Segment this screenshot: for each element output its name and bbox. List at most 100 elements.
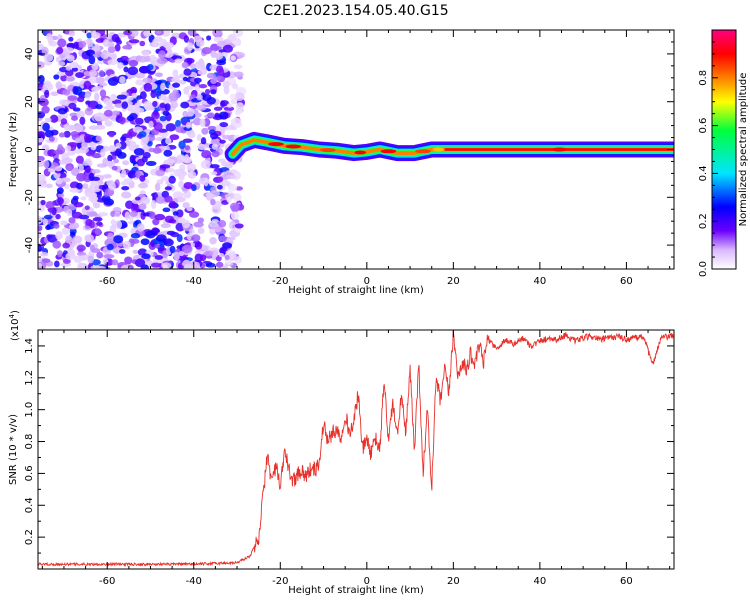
spectrogram-noise-cell	[128, 39, 140, 44]
spectrogram-noise-cell	[194, 61, 206, 70]
spectrogram-noise-cell	[212, 46, 222, 51]
spectrogram-noise-cell	[47, 207, 54, 213]
snr-y-multiplier-base: (x10	[10, 318, 21, 341]
spectrogram-noise-cell	[145, 230, 156, 239]
spectrogram-noise-cell	[215, 52, 224, 60]
spectrogram-noise-cell	[56, 46, 64, 55]
spectrogram-noise-cell	[205, 262, 216, 268]
spectrogram-noise-cell	[154, 213, 166, 221]
spectrogram-noise-cell	[65, 65, 72, 71]
spectrogram-noise-cell	[108, 132, 115, 138]
spectrogram-noise-cell	[140, 196, 150, 205]
spectrogram-noise-cell	[66, 54, 75, 62]
spectrogram-noise-cell	[196, 104, 207, 111]
snr-y-tick-label: 1.0	[24, 402, 35, 418]
spectrogram-noise-cell	[155, 72, 163, 77]
spectrogram-noise-cell	[218, 235, 228, 242]
spectrogram-noise-cell	[110, 219, 117, 226]
spectrogram-noise-cell	[84, 165, 91, 174]
spectrogram-noise-cell	[120, 264, 131, 269]
spectrogram-noise-cell	[206, 35, 212, 41]
spectrogram-noise-cell	[129, 210, 138, 217]
spectrogram-noise-cell	[102, 39, 110, 47]
spectrogram-noise-cell	[95, 135, 102, 142]
spectrogram-noise-cell	[55, 213, 61, 220]
spectrogram-noise-cell	[233, 71, 244, 78]
spectrogram-noise-cell	[95, 124, 106, 130]
spectrogram-panel: -60 -40 -20 0 20 40 60 -40 -20 0 20 40 Height of st…	[8, 29, 675, 296]
spectrogram-noise-cell	[120, 136, 127, 142]
spectrogram-noise-cell	[136, 223, 145, 232]
spectrogram-noise-cell	[119, 249, 126, 254]
spectrogram-noise-cell	[227, 183, 238, 192]
spectrogram-noise-cell	[183, 263, 194, 269]
spectrogram-noise-cell	[47, 168, 56, 173]
spectrogram-noise-cell	[42, 122, 50, 132]
spectrogram-noise-cell	[44, 117, 52, 123]
spectrogram-noise-cell	[57, 197, 64, 205]
spectrogram-noise-cell	[149, 54, 156, 61]
spectrogram-noise-cell	[124, 211, 131, 220]
spectrogram-noise-cell	[210, 198, 216, 206]
spectrogram-noise-cell	[154, 182, 161, 191]
spectrogram-x-tick-label: -60	[99, 276, 115, 287]
spectrogram-noise-cell	[130, 204, 141, 213]
spectrogram-noise-cell	[204, 88, 211, 95]
spectrogram-noise-cell	[60, 118, 68, 125]
spectrogram-noise-cell	[168, 200, 177, 208]
spectrogram-noise-cell	[119, 116, 126, 125]
spectrogram-noise-cell	[164, 103, 171, 112]
spectrogram-noise-cell	[185, 122, 191, 129]
spectrogram-y-tick-label: 20	[24, 95, 35, 108]
spectrogram-noise-cell	[88, 69, 98, 78]
spectrogram-y-tick-label: -20	[24, 189, 35, 205]
spectrogram-noise-cell	[62, 242, 71, 249]
spectrogram-noise-cell	[189, 211, 200, 218]
spectrogram-noise-cell	[38, 215, 43, 225]
spectrogram-noise-cell	[79, 80, 85, 89]
spectrogram-noise-cell	[69, 61, 79, 69]
spectrogram-noise-cell	[76, 172, 86, 182]
spectrogram-noise-cell	[45, 183, 53, 189]
spectrogram-noise-cell	[72, 235, 83, 244]
snr-axes: -60 -40 -20 0 20 40 60 0.2 0.4 0.6 0.8 1.0 1.2 1.4	[24, 329, 674, 587]
snr-y-tick-label: 1.4	[24, 338, 35, 354]
spectrogram-noise-cell	[230, 55, 236, 61]
spectrogram-x-tick-label: -40	[186, 276, 202, 287]
spectrogram-noise-cell	[132, 126, 143, 133]
spectrogram-noise-cell	[210, 89, 217, 95]
spectrogram-y-tick-label: -40	[24, 237, 35, 253]
spectrogram-noise-cell	[73, 86, 83, 96]
spectrogram-noise-cell	[162, 207, 171, 213]
spectrogram-noise-cell	[132, 249, 139, 254]
spectrogram-noise-cell	[135, 79, 144, 86]
spectrogram-noise-cell	[128, 59, 139, 67]
spectrogram-noise-cell	[89, 244, 96, 252]
spectrogram-noise-cell	[105, 174, 112, 179]
spectrogram-noise-cell	[218, 252, 225, 258]
spectrogram-noise-cell	[117, 62, 124, 69]
spectrogram-noise-cell	[110, 210, 116, 218]
spectrogram-noise-cell	[68, 102, 77, 110]
spectrogram-noise-cell	[106, 102, 113, 107]
spectrogram-noise-cell	[76, 110, 85, 119]
spectrogram-noise-cell	[53, 223, 60, 229]
spectrogram-noise-cell	[142, 151, 151, 159]
colorbar-tick-label: 0.2	[698, 213, 709, 229]
spectrogram-noise-cell	[38, 61, 45, 69]
spectrogram-x-tick-label: -20	[272, 276, 288, 287]
spectrogram-noise-cell	[86, 107, 92, 112]
spectrogram-noise-cell	[103, 145, 109, 152]
spectrogram-noise-cell	[152, 38, 159, 47]
spectrogram-noise-cell	[120, 191, 132, 199]
spectrogram-noise-cell	[68, 224, 78, 230]
spectrogram-noise-cell	[85, 192, 94, 198]
spectrogram-noise-cell	[178, 250, 185, 257]
spectrogram-noise-cell	[193, 221, 204, 228]
spectrogram-noise-cell	[182, 76, 188, 82]
colorbar: 0.0 0.2 0.4 0.6 0.8 Normalized spectral ampl…	[698, 29, 749, 277]
colorbar-tick-label: 0.6	[698, 118, 709, 134]
spectrogram-noise-cell	[71, 67, 79, 72]
spectrogram-noise-cell	[91, 176, 101, 181]
figure-title: C2E1.2023.154.05.40.G15	[263, 3, 448, 19]
